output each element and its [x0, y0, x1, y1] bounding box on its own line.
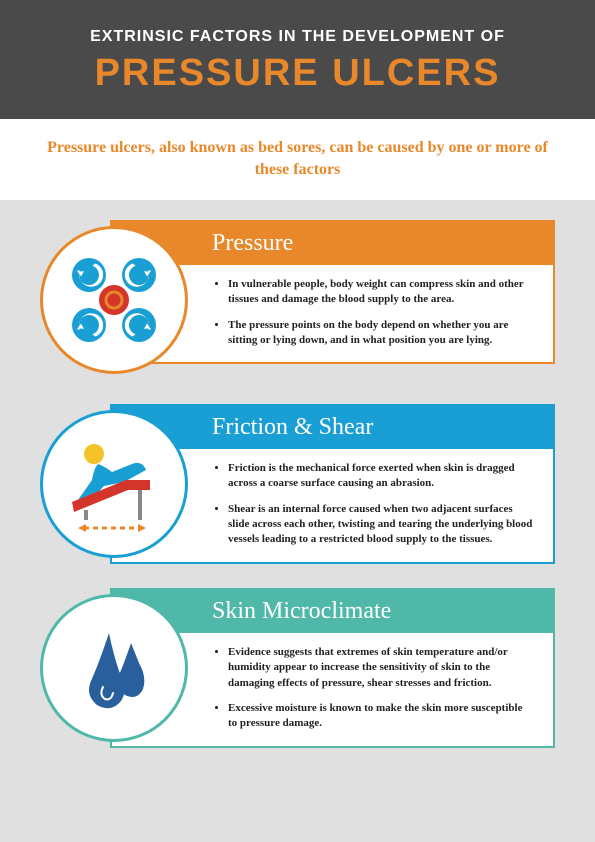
header-title: PRESSURE ULCERS: [20, 52, 575, 95]
card-friction-shear: Friction & Shear Friction is the mechani…: [40, 404, 555, 564]
pressure-arrows-icon: [40, 226, 188, 374]
water-droplets-icon: [40, 594, 188, 742]
intro-text: Pressure ulcers, also known as bed sores…: [40, 137, 555, 182]
bullet: The pressure points on the body depend o…: [228, 318, 533, 349]
card-title: Friction & Shear: [112, 406, 553, 449]
bullet: Shear is an internal force caused when t…: [228, 502, 533, 548]
bullet: Evidence suggests that extremes of skin …: [228, 645, 533, 691]
header-subtitle: EXTRINSIC FACTORS IN THE DEVELOPMENT OF: [20, 28, 575, 46]
card-title: Skin Microclimate: [112, 590, 553, 633]
card-pressure: Pressure In vulnerable people, body weig…: [40, 220, 555, 380]
bullet: In vulnerable people, body weight can co…: [228, 277, 533, 308]
intro-band: Pressure ulcers, also known as bed sores…: [0, 119, 595, 200]
header: EXTRINSIC FACTORS IN THE DEVELOPMENT OF …: [0, 0, 595, 119]
bullet: Friction is the mechanical force exerted…: [228, 461, 533, 492]
card-title: Pressure: [112, 222, 553, 265]
person-on-bed-icon: [40, 410, 188, 558]
content: Pressure In vulnerable people, body weig…: [0, 200, 595, 768]
card-skin-microclimate: Skin Microclimate Evidence suggests that…: [40, 588, 555, 748]
bullet: Excessive moisture is known to make the …: [228, 701, 533, 732]
